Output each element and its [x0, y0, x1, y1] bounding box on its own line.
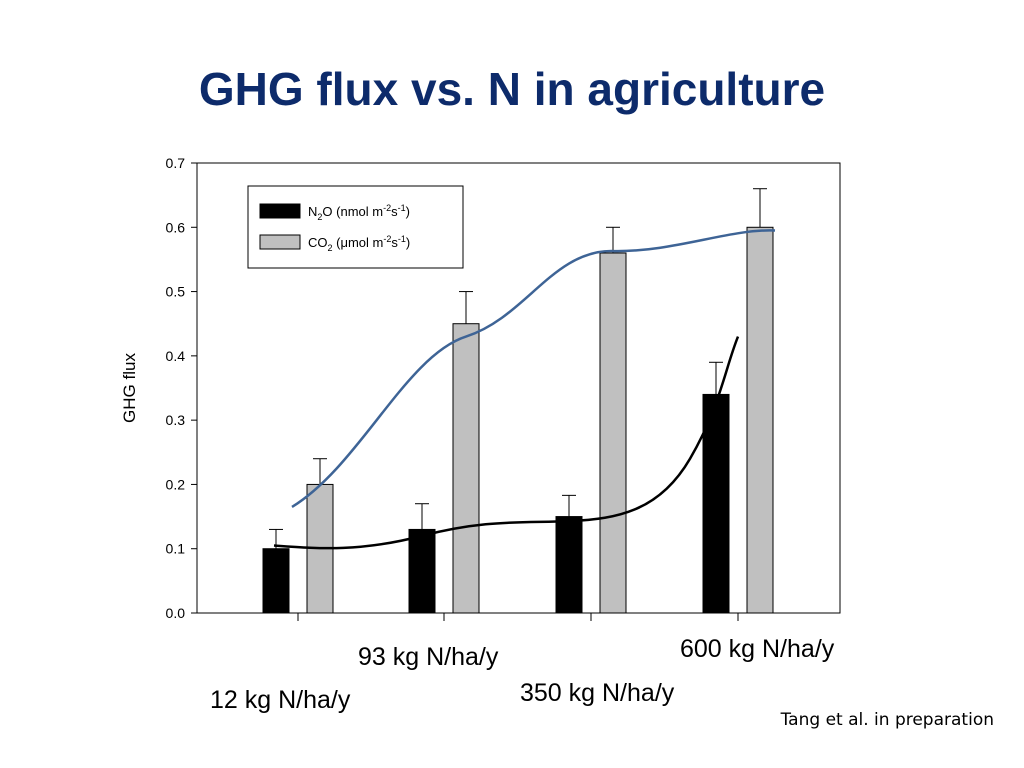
legend-label-co2: CO2 (μmol m-2s-1) [308, 234, 410, 253]
category-label-93: 93 kg N/ha/y [358, 643, 499, 671]
bar-n2o-1 [262, 548, 290, 614]
legend-box [247, 185, 464, 269]
y-axis-label: GHG flux [120, 353, 139, 423]
category-label-350: 350 kg N/ha/y [520, 679, 675, 707]
bar-co2-4 [746, 226, 774, 614]
y-tick-label: 0.5 [166, 284, 186, 300]
bar-n2o-3 [555, 516, 583, 614]
citation: Tang et al. in preparation [780, 710, 994, 730]
co2-trend-line [291, 229, 776, 508]
y-tick-label: 0.3 [166, 412, 186, 428]
category-label-600: 600 kg N/ha/y [680, 635, 835, 663]
bar-n2o-2 [408, 528, 436, 614]
y-tick-label: 0.0 [166, 605, 186, 621]
y-tick-label: 0.7 [166, 155, 186, 171]
bar-co2-3 [599, 252, 627, 614]
slide-title: GHG flux vs. N in agriculture [198, 63, 826, 115]
plot-frame [196, 162, 841, 614]
legend-label-n2o: N2O (nmol m-2s-1) [308, 203, 410, 222]
y-tick-label: 0.1 [166, 541, 186, 557]
legend-swatch-n2o [259, 203, 301, 219]
bar-co2-2 [452, 323, 480, 614]
category-label-12: 12 kg N/ha/y [210, 686, 351, 714]
y-tick-label: 0.2 [166, 476, 186, 492]
legend: N2O (nmol m-2s-1) CO2 (μmol m-2s-1) [247, 185, 464, 269]
n2o-trend-line [273, 336, 740, 550]
y-tick-label: 0.4 [166, 348, 186, 364]
legend-swatch-co2 [259, 234, 301, 250]
y-tick-label: 0.6 [166, 219, 186, 235]
